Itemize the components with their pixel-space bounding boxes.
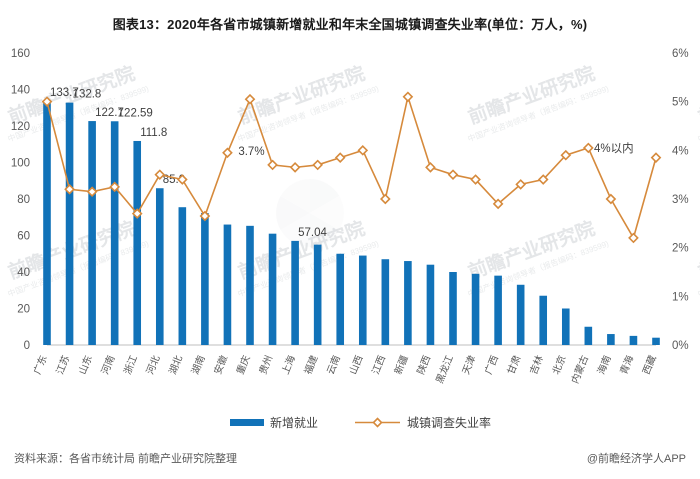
svg-text:80: 80 — [17, 194, 30, 206]
svg-text:城镇调查失业率: 城镇调查失业率 — [407, 415, 491, 430]
svg-text:新增就业: 新增就业 — [270, 415, 318, 430]
svg-text:3%: 3% — [672, 194, 689, 206]
svg-text:60: 60 — [17, 231, 30, 243]
svg-text:160: 160 — [11, 48, 30, 60]
svg-text:132.8: 132.8 — [73, 89, 102, 101]
svg-text:5%: 5% — [672, 97, 689, 109]
svg-text:3.7%: 3.7% — [238, 146, 264, 158]
svg-text:0%: 0% — [672, 340, 689, 352]
svg-text:40: 40 — [17, 267, 30, 279]
svg-text:6%: 6% — [672, 48, 689, 60]
svg-text:1%: 1% — [672, 291, 689, 303]
svg-text:2%: 2% — [672, 243, 689, 255]
svg-text:111.8: 111.8 — [140, 127, 167, 139]
svg-text:140: 140 — [11, 85, 30, 97]
svg-text:4%以内: 4%以内 — [594, 141, 634, 155]
svg-text:120: 120 — [11, 121, 30, 133]
svg-text:57.04: 57.04 — [298, 227, 327, 239]
svg-text:4%: 4% — [672, 145, 689, 157]
svg-text:100: 100 — [11, 158, 30, 170]
svg-text:122.59: 122.59 — [118, 107, 153, 119]
svg-text:0: 0 — [24, 340, 30, 352]
svg-text:20: 20 — [17, 304, 30, 316]
